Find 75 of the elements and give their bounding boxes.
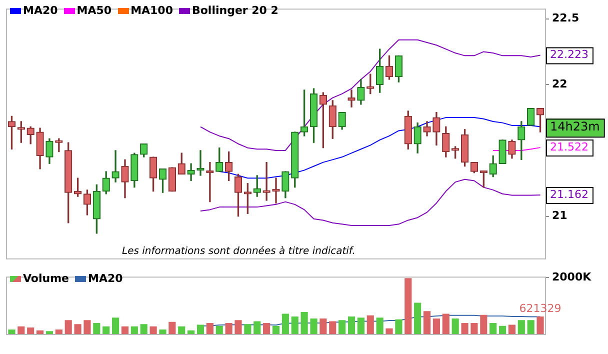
bar (386, 328, 393, 334)
bar (395, 319, 402, 334)
bar (498, 326, 506, 334)
bar (112, 318, 120, 334)
legend-label: MA100 (130, 4, 173, 17)
bar (527, 320, 534, 334)
candlestick (112, 150, 120, 182)
bar (329, 321, 336, 334)
bar (55, 329, 62, 334)
bar (64, 320, 72, 334)
data-label: 621329 (519, 302, 562, 315)
data-label: 21.162 (550, 188, 588, 201)
bar (188, 330, 195, 334)
bar (461, 323, 468, 334)
legend-label: MA50 (76, 4, 112, 17)
bar (291, 316, 298, 334)
legend-label: MA20 (88, 272, 123, 285)
bar (121, 326, 129, 334)
bar (74, 324, 82, 334)
annotation: Les informations sont données à titre indicatif. (122, 246, 356, 257)
bar (490, 323, 497, 334)
bar (508, 324, 516, 334)
y-tick-label: 22.5 (552, 12, 580, 25)
bar (338, 320, 346, 334)
bar (452, 318, 459, 334)
bar (414, 302, 422, 334)
bar (102, 326, 110, 334)
bar (272, 326, 280, 334)
bar (27, 328, 34, 334)
bar (168, 322, 176, 334)
bar (234, 320, 242, 334)
bar (376, 318, 384, 334)
bar (320, 318, 327, 334)
legend-label: Bollinger 20 2 (192, 4, 278, 17)
bar (196, 324, 204, 334)
candlestick (348, 90, 356, 108)
bar (140, 324, 148, 334)
bar (263, 323, 270, 334)
bar (84, 320, 91, 334)
bar (18, 326, 25, 334)
bar (254, 321, 261, 334)
bar (423, 311, 431, 334)
bar (225, 323, 232, 334)
bar (8, 329, 16, 334)
bar (432, 318, 440, 334)
bar (536, 316, 544, 334)
bar (282, 314, 289, 334)
bar (36, 330, 44, 334)
bar (480, 314, 488, 334)
bar (206, 323, 214, 334)
bar (46, 331, 54, 334)
bar (93, 323, 100, 334)
bar (150, 326, 157, 334)
bar (310, 318, 318, 334)
bar (357, 318, 364, 334)
bar (178, 326, 186, 334)
y-tick-label: 22 (552, 77, 568, 90)
legend-label: Volume (23, 272, 69, 285)
bar (130, 326, 138, 334)
bar (518, 320, 525, 334)
y-tick-label: 2000K (552, 270, 592, 284)
bar (366, 315, 374, 334)
data-label: 21.522 (550, 140, 588, 154)
bar (404, 278, 412, 334)
bar (216, 326, 223, 334)
bar (348, 316, 356, 334)
legend-label: MA20 (23, 4, 58, 17)
data-label: 22.223 (550, 48, 588, 62)
text: 14h23m (550, 120, 600, 134)
bar (470, 323, 478, 334)
bar (159, 329, 166, 334)
bar (244, 324, 252, 334)
y-tick-label: 21 (552, 209, 568, 222)
bar (300, 312, 308, 334)
bar (442, 314, 450, 334)
